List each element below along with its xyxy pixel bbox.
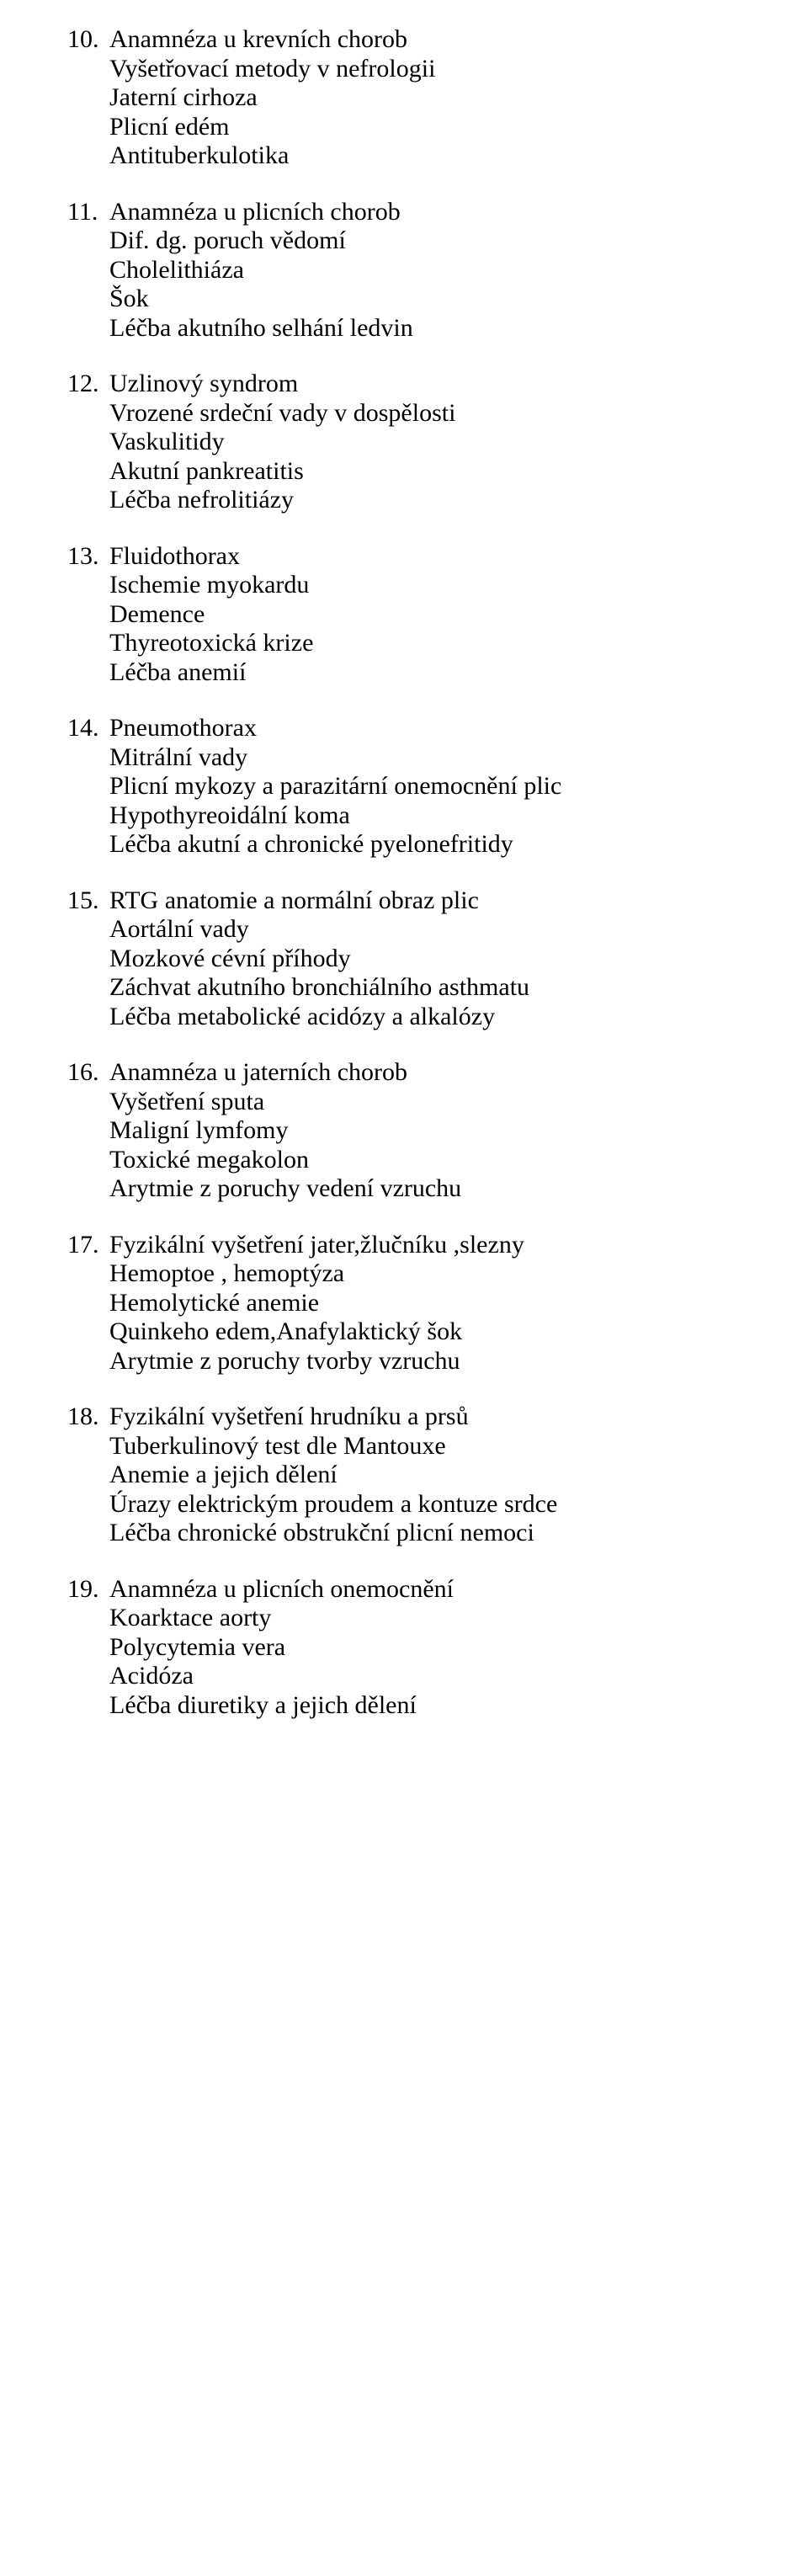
item-line: Mitrální vady	[109, 743, 741, 773]
item-number: 13.	[67, 542, 99, 572]
item-line: Maligní lymfomy	[109, 1116, 741, 1146]
item-line: Aortální vady	[109, 915, 741, 945]
list-item: 16. Anamnéza u jaterních chorobVyšetření …	[67, 1058, 741, 1204]
item-number: 19.	[67, 1575, 99, 1605]
item-number: 18.	[67, 1402, 99, 1432]
item-line: Koarktace aorty	[109, 1604, 741, 1633]
item-line: Léčba diuretiky a jejich dělení	[109, 1691, 741, 1721]
item-line: Anamnéza u plicních chorob	[109, 198, 741, 227]
item-line: Tuberkulinový test dle Mantouxe	[109, 1432, 741, 1461]
item-line: Léčba akutního selhání ledvin	[109, 314, 741, 343]
item-line: Cholelithiáza	[109, 256, 741, 285]
item-line: Léčba nefrolitiázy	[109, 486, 741, 515]
list-item: 19. Anamnéza u plicních onemocněníKoarkta…	[67, 1575, 741, 1721]
list-item: 14. PneumothoraxMitrální vadyPlicní mykoz…	[67, 714, 741, 860]
item-line: Mozkové cévní příhody	[109, 945, 741, 974]
item-line: Úrazy elektrickým proudem a kontuze srdc…	[109, 1490, 741, 1520]
item-number: 17.	[67, 1231, 99, 1260]
item-line: Toxické megakolon	[109, 1146, 741, 1175]
item-line: Vrozené srdeční vady v dospělosti	[109, 399, 741, 428]
item-line: Fluidothorax	[109, 542, 741, 572]
item-line: Léčba anemií	[109, 658, 741, 688]
numbered-list: 10. Anamnéza u krevních chorobVyšetřovací…	[67, 25, 741, 1720]
item-line: Hemolytické anemie	[109, 1289, 741, 1318]
item-line: Anamnéza u krevních chorob	[109, 25, 741, 55]
item-line: Quinkeho edem,Anafylaktický šok	[109, 1317, 741, 1347]
item-line: Léčba akutní a chronické pyelonefritidy	[109, 830, 741, 860]
item-line: Fyzikální vyšetření jater,žlučníku ,slez…	[109, 1231, 741, 1260]
list-item: 17. Fyzikální vyšetření jater,žlučníku ,s…	[67, 1231, 741, 1376]
list-item: 12. Uzlinový syndromVrozené srdeční vady …	[67, 370, 741, 515]
item-number: 10.	[67, 25, 99, 55]
item-line: Thyreotoxická krize	[109, 629, 741, 658]
item-line: Polycytemia vera	[109, 1633, 741, 1663]
item-line: Jaterní cirhoza	[109, 83, 741, 113]
item-line: Plicní mykozy a parazitární onemocnění p…	[109, 772, 741, 801]
item-line: Hypothyreoidální koma	[109, 801, 741, 831]
item-line: Léčba chronické obstrukční plicní nemoci	[109, 1519, 741, 1548]
item-number: 15.	[67, 886, 99, 916]
item-number: 16.	[67, 1058, 99, 1088]
item-line: Anamnéza u jaterních chorob	[109, 1058, 741, 1088]
item-line: Anamnéza u plicních onemocnění	[109, 1575, 741, 1605]
item-number: 12.	[67, 370, 99, 399]
list-item: 11. Anamnéza u plicních chorobDif. dg. po…	[67, 198, 741, 343]
item-line: Vaskulitidy	[109, 428, 741, 457]
item-line: Antituberkulotika	[109, 141, 741, 171]
list-item: 15. RTG anatomie a normální obraz plicAor…	[67, 886, 741, 1032]
item-line: Pneumothorax	[109, 714, 741, 743]
list-item: 10. Anamnéza u krevních chorobVyšetřovací…	[67, 25, 741, 171]
item-line: Fyzikální vyšetření hrudníku a prsů	[109, 1402, 741, 1432]
item-line: Léčba metabolické acidózy a alkalózy	[109, 1003, 741, 1032]
item-line: Arytmie z poruchy vedení vzruchu	[109, 1174, 741, 1204]
item-line: Šok	[109, 285, 741, 314]
list-item: 13. FluidothoraxIschemie myokarduDemenceT…	[67, 542, 741, 688]
item-line: Dif. dg. poruch vědomí	[109, 226, 741, 256]
item-line: Arytmie z poruchy tvorby vzruchu	[109, 1347, 741, 1376]
item-line: Ischemie myokardu	[109, 571, 741, 600]
item-line: Uzlinový syndrom	[109, 370, 741, 399]
item-line: Vyšetření sputa	[109, 1088, 741, 1117]
item-line: Anemie a jejich dělení	[109, 1461, 741, 1490]
item-line: Záchvat akutního bronchiálního asthmatu	[109, 973, 741, 1003]
item-line: RTG anatomie a normální obraz plic	[109, 886, 741, 916]
item-line: Akutní pankreatitis	[109, 457, 741, 487]
item-number: 14.	[67, 714, 99, 743]
item-number: 11.	[67, 198, 98, 227]
item-line: Hemoptoe , hemoptýza	[109, 1259, 741, 1289]
item-line: Acidóza	[109, 1662, 741, 1691]
item-line: Plicní edém	[109, 113, 741, 142]
item-line: Demence	[109, 600, 741, 630]
item-line: Vyšetřovací metody v nefrologii	[109, 55, 741, 84]
list-item: 18. Fyzikální vyšetření hrudníku a prsůTu…	[67, 1402, 741, 1548]
